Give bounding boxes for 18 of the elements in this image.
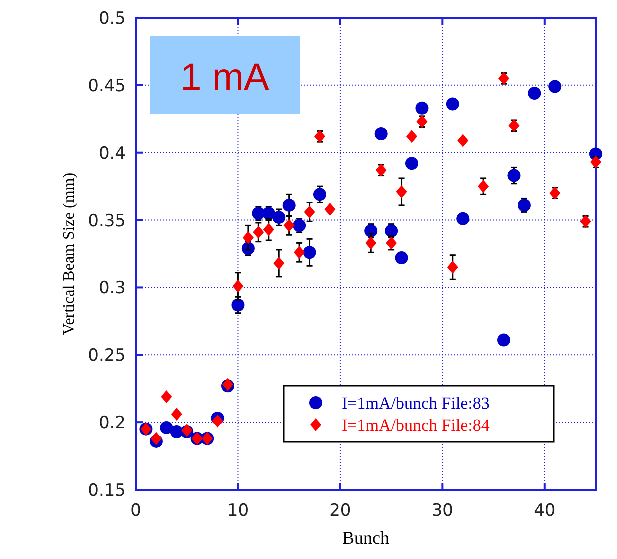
y-tick-label: 0.35 (88, 211, 126, 232)
x-axis-title: Bunch (342, 528, 390, 548)
legend-label: I=1mA/bunch File:83 (342, 394, 490, 413)
legend-label: I=1mA/bunch File:84 (342, 416, 490, 435)
x-tick-label: 10 (227, 501, 250, 521)
y-tick-label: 0.2 (98, 414, 126, 434)
y-axis-title: Vertical Beam Size (mm) (61, 172, 78, 336)
x-tick-label: 20 (330, 501, 352, 521)
y-tick-label: 0.45 (88, 76, 126, 96)
y-tick-label: 0.4 (98, 144, 126, 164)
x-tick-label: 30 (432, 501, 454, 521)
y-tick-label: 0.3 (98, 278, 126, 299)
y-tick-label: 0.5 (98, 9, 126, 29)
y-tick-label: 0.15 (88, 481, 126, 501)
x-tick-label: 0 (130, 501, 142, 521)
annotation: 1 mA (180, 57, 270, 99)
y-tick-label: 0.25 (88, 346, 126, 366)
x-tick-label: 40 (534, 501, 556, 521)
